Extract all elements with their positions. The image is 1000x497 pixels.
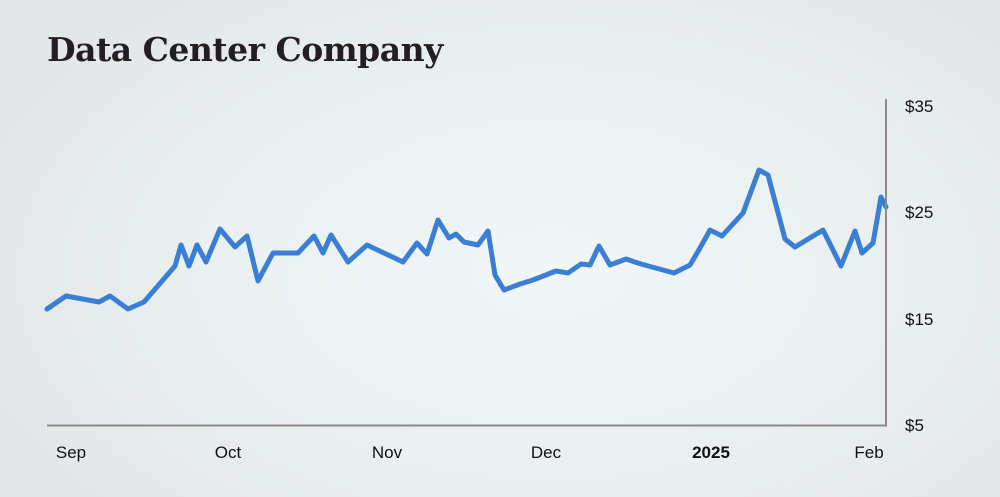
- x-tick-label: Oct: [214, 443, 242, 462]
- y-tick-label: $15: [905, 310, 934, 329]
- y-tick-label: $25: [905, 203, 934, 222]
- y-tick-label: $5: [905, 416, 924, 435]
- y-tick-label: $35: [905, 97, 934, 116]
- x-tick-label-year: 2025: [692, 443, 730, 462]
- x-tick-label: Nov: [371, 443, 403, 462]
- x-tick-label: Feb: [854, 443, 884, 462]
- price-line: [44, 167, 889, 312]
- chart-title: Data Center Company: [47, 30, 443, 69]
- x-tick-label: Dec: [530, 443, 562, 462]
- x-tick-label: Sep: [55, 443, 87, 462]
